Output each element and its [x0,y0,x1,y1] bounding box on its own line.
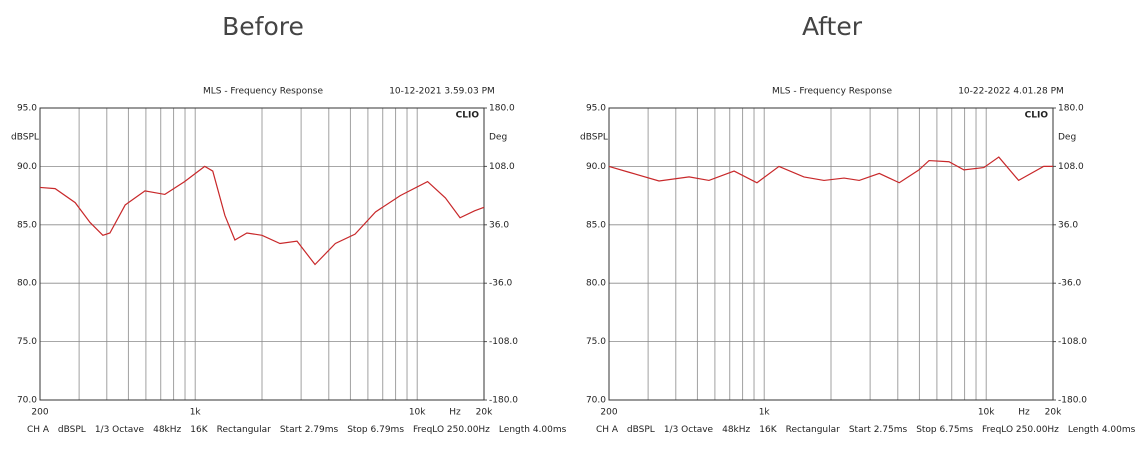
chart-title: MLS - Frequency Response [203,87,324,97]
x-unit-label: Hz [1018,408,1030,418]
footer-item: Length 4.00ms [499,425,567,435]
footer-item: 16K [759,425,777,435]
y-axis-label: dBSPL [580,133,608,143]
footer-item: 48kHz [153,425,181,435]
footer-item: FreqLO 250.00Hz [982,425,1059,435]
x-tick-label: 1k [190,408,202,418]
y-tick-label: 75.0 [17,337,37,347]
y2-axis-label: Deg [489,133,507,143]
y-tick-label: 95.0 [17,104,37,114]
footer-item: 1/3 Octave [664,425,714,435]
footer-item: dBSPL [58,425,86,435]
footer: CH A dBSPL 1/3 Octave 48kHz 16K Rectangular St… [596,425,1136,435]
date: 10-22-2022 4.01.28 PM [958,87,1064,97]
y2-tick-label: -180.0 [489,396,518,406]
y-tick-label: 85.0 [17,220,37,230]
y-tick-label: 90.0 [586,162,606,172]
footer-item: Stop 6.79ms [347,425,404,435]
heading: After [802,12,863,41]
y2-tick-label: 108.0 [489,162,515,172]
y2-tick-label: -108.0 [1058,337,1087,347]
y2-tick-label: 180.0 [1058,104,1084,114]
y2-axis-label: Deg [1058,133,1076,143]
footer-item: Start 2.79ms [280,425,339,435]
y-tick-label: 90.0 [17,162,37,172]
date: 10-12-2021 3.59.03 PM [389,87,495,97]
footer-item: 1/3 Octave [95,425,145,435]
x-tick-label: 10k [978,408,995,418]
footer: CH A dBSPL 1/3 Octave 48kHz 16K Rectangular St… [27,425,567,435]
x-tick-label: 10k [409,408,426,418]
x-tick-label: 20k [1045,408,1062,418]
x-unit-label: Hz [449,408,461,418]
y2-tick-label: -108.0 [489,337,518,347]
footer-item: Length 4.00ms [1068,425,1136,435]
footer-item: CH A [27,425,50,435]
x-tick-label: 200 [31,408,48,418]
x-tick-label: 20k [476,408,493,418]
footer-item: Start 2.75ms [849,425,908,435]
y-tick-label: 80.0 [17,279,37,289]
y-axis-label: dBSPL [11,133,39,143]
brand: CLIO [1025,111,1049,121]
y-tick-label: 70.0 [586,396,606,406]
y2-tick-label: -36.0 [1058,279,1082,289]
footer-item: CH A [596,425,619,435]
y2-tick-label: 36.0 [489,220,509,230]
footer-item: dBSPL [627,425,655,435]
x-tick-label: 200 [600,408,617,418]
footer-item: Rectangular [786,425,841,435]
footer-item: Rectangular [217,425,272,435]
chart-title: MLS - Frequency Response [772,87,893,97]
plot-frame [608,107,1054,401]
y2-tick-label: 180.0 [489,104,515,114]
footer-item: FreqLO 250.00Hz [413,425,490,435]
y-tick-label: 70.0 [17,396,37,406]
y-tick-label: 80.0 [586,279,606,289]
y-tick-label: 85.0 [586,220,606,230]
plot-frame [39,107,485,401]
heading: Before [222,12,304,41]
series-line [608,156,1053,184]
y2-tick-label: 36.0 [1058,220,1078,230]
y-tick-label: 75.0 [586,337,606,347]
y-tick-label: 95.0 [586,104,606,114]
brand: CLIO [456,111,480,121]
footer-item: 48kHz [722,425,750,435]
series-line [39,165,485,266]
y2-tick-label: 108.0 [1058,162,1084,172]
footer-item: 16K [190,425,208,435]
y2-tick-label: -180.0 [1058,396,1087,406]
y2-tick-label: -36.0 [489,279,513,289]
footer-item: Stop 6.75ms [916,425,973,435]
x-tick-label: 1k [759,408,771,418]
